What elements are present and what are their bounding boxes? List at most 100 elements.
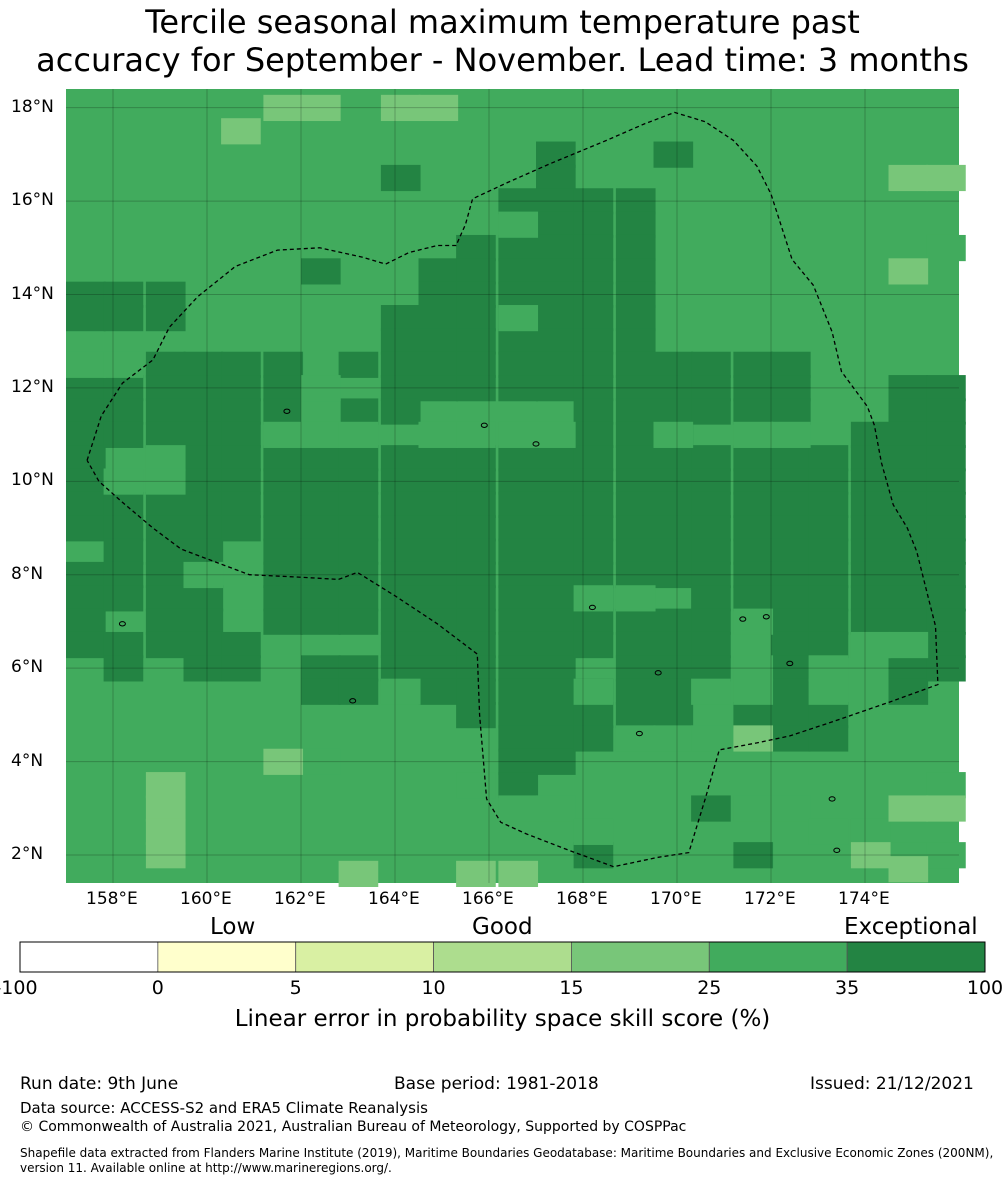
skill-cell-exceptional: [380, 561, 421, 589]
x-tick-label: 172°E: [744, 889, 796, 909]
skill-cell-exceptional: [338, 585, 379, 612]
skill-cell-exceptional: [573, 421, 614, 448]
skill-cell-good: [263, 94, 304, 122]
colorbar-segment: [19, 941, 159, 973]
skill-cell-exceptional: [573, 398, 614, 425]
skill-cell-exceptional: [771, 445, 811, 472]
skill-cell-high: [498, 795, 539, 822]
skill-cell-exceptional: [573, 561, 614, 589]
base-period: Base period: 1981-2018: [394, 1074, 599, 1094]
skill-cell-exceptional: [301, 678, 341, 705]
skill-cell-high: [733, 678, 774, 705]
skill-cell-exceptional: [498, 281, 539, 308]
skill-cell-exceptional: [221, 421, 261, 448]
skill-cell-high: [301, 421, 341, 448]
skill-cell-exceptional: [691, 375, 731, 402]
skill-cell-exceptional: [183, 585, 224, 612]
skill-cell-good: [145, 795, 186, 822]
y-tick-label: 18°N: [11, 96, 54, 117]
skill-cell-exceptional: [380, 538, 421, 565]
skill-cell-exceptional: [263, 538, 304, 565]
skill-cell-exceptional: [573, 211, 614, 238]
skill-cell-exceptional: [456, 468, 496, 495]
skill-cell-good: [926, 795, 966, 822]
skill-cell-exceptional: [691, 515, 731, 542]
skill-cell-exceptional: [615, 468, 656, 495]
skill-cell-exceptional: [301, 585, 341, 612]
skill-cell-exceptional: [103, 305, 144, 332]
skill-cell-exceptional: [850, 515, 891, 542]
y-tick-label: 16°N: [11, 190, 54, 211]
skill-cell-exceptional: [536, 188, 576, 215]
skill-cell-good: [926, 164, 966, 192]
skill-cell-exceptional: [733, 842, 774, 869]
skill-cell-high: [850, 818, 891, 845]
skill-cell-exceptional: [536, 328, 576, 355]
skill-cell-exceptional: [263, 608, 304, 635]
skill-cell-exceptional: [145, 305, 186, 332]
skill-cell-exceptional: [380, 375, 421, 402]
skill-cell-exceptional: [733, 515, 774, 542]
skill-cell-good: [888, 258, 929, 285]
skill-cell-exceptional: [615, 281, 656, 308]
skill-cell-exceptional: [456, 655, 496, 682]
skill-cell-exceptional: [888, 468, 929, 495]
skill-cell-exceptional: [615, 655, 656, 682]
skill-cell-high: [456, 421, 496, 448]
skill-cell-exceptional: [536, 631, 576, 659]
shapefile-credit-line2: version 11. Available online at http://w…: [20, 1161, 392, 1175]
skill-cell-exceptional: [498, 445, 539, 472]
skill-cell-high: [103, 468, 144, 495]
skill-cell-exceptional: [221, 351, 261, 378]
chart-title-line1: Tercile seasonal maximum temperature pas…: [145, 3, 860, 41]
skill-cell-exceptional: [263, 585, 304, 612]
skill-cell-exceptional: [536, 678, 576, 705]
skill-cell-exceptional: [615, 211, 656, 238]
skill-cell-exceptional: [536, 234, 576, 262]
skill-cell-exceptional: [691, 445, 731, 472]
island-outline: [283, 408, 291, 414]
skill-cell-exceptional: [103, 281, 144, 308]
skill-cell-exceptional: [380, 164, 421, 192]
skill-cell-exceptional: [808, 608, 849, 635]
skill-cell-high: [573, 678, 614, 705]
x-tick-label: 164°E: [368, 889, 420, 909]
skill-cell-good: [145, 842, 186, 869]
colorbar-tick-label: 35: [835, 977, 860, 999]
skill-cell-exceptional: [615, 491, 656, 519]
skill-cell-exceptional: [926, 608, 966, 635]
skill-cell-exceptional: [888, 515, 929, 542]
skill-cell-high: [615, 725, 656, 752]
skill-cell-exceptional: [615, 702, 656, 729]
skill-cell-exceptional: [263, 468, 304, 495]
skill-cell-exceptional: [573, 725, 614, 752]
copyright: © Commonwealth of Australia 2021, Austra…: [20, 1119, 687, 1135]
skill-cell-exceptional: [498, 678, 539, 705]
skill-cell-exceptional: [850, 585, 891, 612]
skill-cell-exceptional: [808, 725, 849, 752]
island-outline: [762, 614, 770, 620]
skill-cell-high: [733, 608, 774, 635]
skill-cell-exceptional: [66, 515, 106, 542]
skill-cell-exceptional: [380, 585, 421, 612]
skill-cell-exceptional: [573, 234, 614, 262]
skill-cell-exceptional: [456, 515, 496, 542]
y-tick-label: 8°N: [11, 563, 44, 584]
skill-cell-exceptional: [456, 702, 496, 729]
skill-cell-exceptional: [221, 515, 261, 542]
y-tick-label: 12°N: [11, 376, 54, 397]
skill-cell-exceptional: [573, 702, 614, 729]
skill-cell-exceptional: [66, 445, 106, 472]
skill-cell-high: [926, 842, 966, 869]
skill-cell-exceptional: [145, 608, 186, 635]
skill-cell-high: [338, 421, 379, 448]
skill-cell-exceptional: [498, 631, 539, 659]
skill-cell-exceptional: [653, 445, 694, 472]
skill-cell-exceptional: [66, 585, 106, 612]
skill-cell-exceptional: [691, 398, 731, 425]
skill-cell-exceptional: [771, 631, 811, 659]
skill-cell-exceptional: [536, 538, 576, 565]
skill-cell-exceptional: [221, 398, 261, 425]
skill-cell-high: [145, 445, 186, 472]
skill-cell-exceptional: [615, 398, 656, 425]
